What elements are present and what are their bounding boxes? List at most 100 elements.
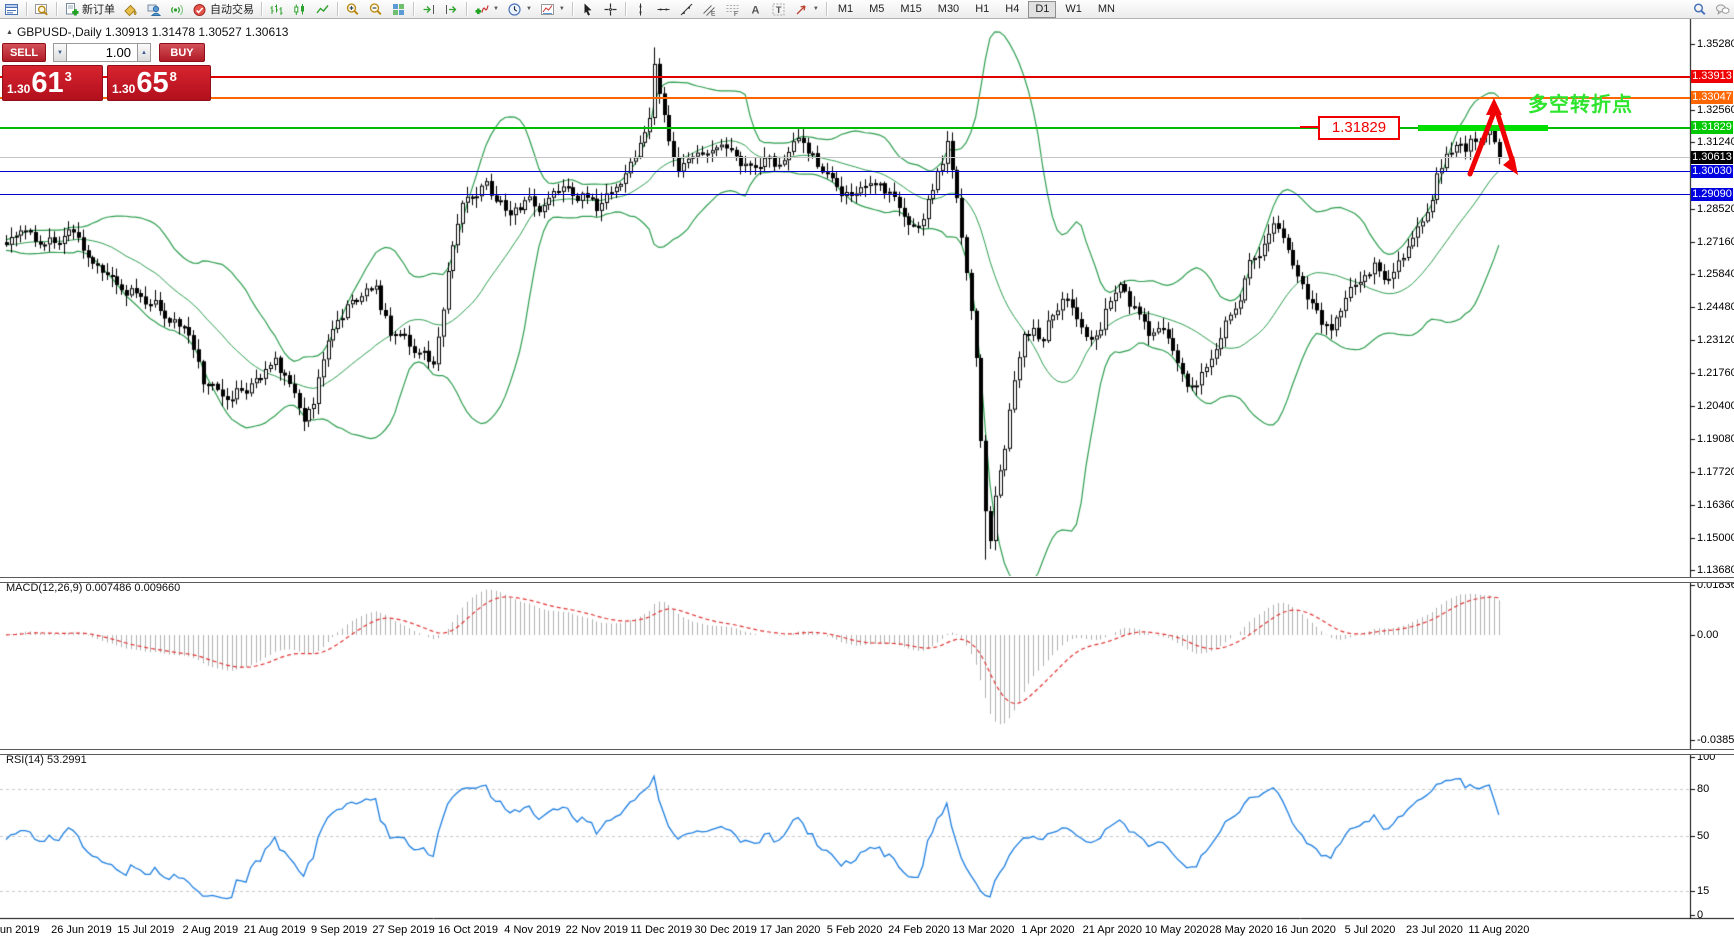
chart-marker-icon: ▲ — [6, 28, 13, 36]
chart-navigator-icon[interactable] — [30, 1, 53, 17]
rsi-axis-tick: 15 — [1697, 885, 1710, 898]
svg-text:T: T — [776, 5, 782, 16]
timeframe-button-m15[interactable]: M15 — [900, 2, 922, 15]
community-icon[interactable] — [142, 1, 165, 17]
autotrading-button-glyph — [192, 2, 207, 17]
indicators-icon[interactable]: ▼ — [470, 1, 503, 17]
svg-text:E: E — [711, 10, 716, 17]
horizontal-line-icon[interactable] — [652, 1, 675, 17]
toolbar-divider — [571, 2, 573, 16]
window-separator-rsi[interactable] — [0, 749, 1734, 755]
crosshair-icon[interactable] — [599, 1, 622, 17]
timeframe-button-m5[interactable]: M5 — [869, 2, 885, 15]
text-label-icon[interactable]: T — [767, 1, 790, 17]
timeframe-button-m1[interactable]: M1 — [837, 2, 854, 15]
templates-icon-glyph — [540, 2, 555, 17]
volume-input[interactable] — [67, 43, 137, 62]
date-axis-label: 17 Jan 2020 — [759, 924, 821, 936]
toolbar-divider — [26, 2, 27, 16]
timeframe-button-d1[interactable]: D1 — [1028, 0, 1057, 18]
period-clock-icon[interactable]: ▼ — [503, 1, 536, 17]
macd-axis-tick: 0.00 — [1697, 629, 1719, 641]
fibonacci-icon[interactable]: F — [721, 1, 744, 17]
window-separator-macd[interactable] — [0, 577, 1734, 583]
tile-windows-icon-glyph — [391, 2, 406, 17]
timeframe-button-h4[interactable]: H4 — [1005, 2, 1020, 15]
trendline-icon[interactable] — [675, 1, 698, 17]
volume-increase-button[interactable]: ▲ — [137, 43, 151, 62]
sell-button[interactable]: SELL — [2, 43, 46, 62]
search-icon[interactable] — [1688, 1, 1711, 17]
price-tag-label[interactable]: 1.31829 — [1318, 116, 1400, 140]
date-axis-label: 30 Dec 2019 — [694, 924, 757, 936]
candlestick-chart-icon[interactable] — [288, 1, 311, 17]
buy-price-big: 65 — [136, 67, 169, 99]
toolbar-divider — [466, 2, 467, 16]
new-order-button-glyph — [64, 2, 79, 17]
date-axis-label: 27 Sep 2019 — [372, 924, 435, 936]
svg-text:F: F — [734, 11, 738, 17]
turning-point-annotation[interactable]: 多空转折点 — [1528, 94, 1633, 116]
vertical-line-icon[interactable] — [629, 1, 652, 17]
price-axis-badge-1.31829: 1.31829 — [1691, 121, 1733, 135]
volume-decrease-button[interactable]: ▼ — [53, 43, 67, 62]
zoom-in-icon-glyph — [345, 2, 360, 17]
autotrading-button[interactable]: 自动交易 — [188, 1, 258, 17]
price-axis-badge-1.30613: 1.30613 — [1691, 150, 1733, 164]
date-axis-label: 21 Apr 2020 — [1082, 924, 1142, 936]
timeframe-button-m30[interactable]: M30 — [937, 2, 960, 15]
community-icon-glyph — [146, 2, 161, 17]
cursor-icon[interactable] — [576, 1, 599, 17]
price-axis-tick: 1.19080 — [1697, 432, 1734, 445]
new-order-button[interactable]: 新订单 — [60, 1, 119, 17]
fibonacci-icon-glyph: F — [725, 2, 740, 17]
buy-price-box[interactable]: 1.30 65 8 — [107, 65, 211, 101]
hline-resistance-line-2[interactable] — [0, 97, 1690, 100]
red-arrow-drawing[interactable] — [1458, 94, 1530, 186]
auto-scroll-icon[interactable] — [417, 1, 440, 17]
tile-windows-icon[interactable] — [387, 1, 410, 17]
templates-icon[interactable]: ▼ — [536, 1, 569, 17]
buy-button[interactable]: BUY — [159, 43, 205, 62]
green-trend-segment[interactable] — [1418, 125, 1548, 131]
line-chart-icon[interactable] — [311, 1, 334, 17]
chevron-down-icon: ▼ — [525, 6, 532, 12]
horizontal-line-icon-glyph — [656, 2, 671, 17]
hline-resistance-line-1[interactable] — [0, 76, 1690, 79]
price-axis-tick: 1.17720 — [1697, 465, 1734, 478]
text-icon-glyph: A — [748, 2, 763, 17]
timeframe-button-mn[interactable]: MN — [1097, 2, 1115, 15]
chat-icon[interactable] — [1711, 1, 1734, 17]
styles-bucket-icon[interactable] — [119, 1, 142, 17]
date-axis-label: 16 Oct 2019 — [438, 924, 498, 936]
timeframe-button-w1[interactable]: W1 — [1065, 2, 1082, 15]
hline-support-line-2[interactable] — [0, 194, 1690, 196]
equidistant-channel-icon[interactable]: E — [698, 1, 721, 17]
rsi-axis-tick: 80 — [1697, 782, 1710, 795]
text-icon[interactable]: A — [744, 1, 767, 17]
zoom-out-icon[interactable] — [364, 1, 387, 17]
vertical-line-icon-glyph — [633, 2, 648, 17]
toolbar-divider — [337, 2, 338, 16]
chart-shift-icon[interactable] — [440, 1, 463, 17]
auto-scroll-icon-glyph — [421, 2, 436, 17]
one-click-trade-panel: SELL ▼ ▲ BUY 1.30 61 3 1.30 65 8 — [2, 43, 211, 101]
price-axis-tick: 1.21760 — [1697, 367, 1734, 380]
bar-chart-icon[interactable] — [265, 1, 288, 17]
signals-icon[interactable] — [165, 1, 188, 17]
price-axis-tick: 1.31240 — [1697, 136, 1734, 149]
zoom-in-icon[interactable] — [341, 1, 364, 17]
sell-price-box[interactable]: 1.30 61 3 — [2, 65, 103, 101]
sell-price-sup: 3 — [64, 69, 72, 84]
timeframe-button-h1[interactable]: H1 — [975, 2, 990, 15]
hline-support-line-1[interactable] — [0, 171, 1690, 173]
date-axis-label: 13 Mar 2020 — [952, 924, 1015, 936]
terminal-icon[interactable] — [0, 1, 23, 17]
arrows-icon[interactable]: ▼ — [790, 1, 823, 17]
chevron-down-icon: ▼ — [558, 6, 565, 12]
buy-price-prefix: 1.30 — [112, 82, 136, 96]
price-axis-tick: 1.35280 — [1697, 38, 1734, 50]
hline-pivot-green-line[interactable] — [0, 127, 1690, 130]
date-axis-label: 16 Jun 2020 — [1275, 924, 1336, 936]
